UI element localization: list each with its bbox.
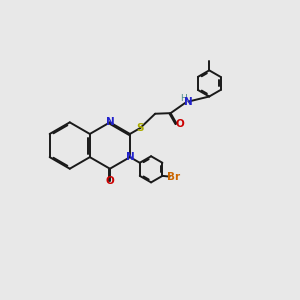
Text: N: N xyxy=(106,117,114,128)
Text: N: N xyxy=(184,97,193,106)
Text: S: S xyxy=(136,123,144,133)
Text: O: O xyxy=(106,176,114,186)
Text: H: H xyxy=(180,94,187,103)
Text: N: N xyxy=(126,152,134,162)
Text: O: O xyxy=(175,118,184,128)
Text: Br: Br xyxy=(167,172,180,182)
